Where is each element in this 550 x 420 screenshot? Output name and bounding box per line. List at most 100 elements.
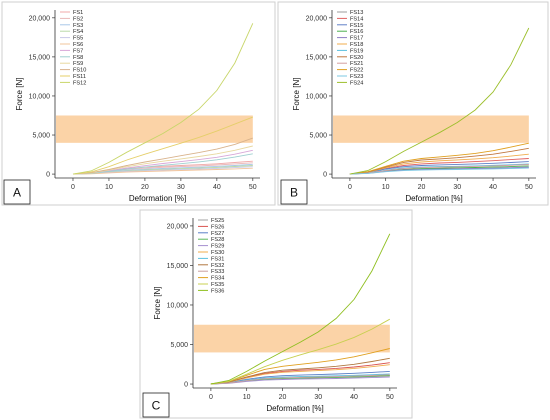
- x-tick-label: 50: [525, 184, 533, 191]
- x-tick-label: 30: [177, 184, 185, 191]
- legend-label-fs17: FS17: [350, 36, 363, 42]
- series-line-fs27: [210, 370, 390, 385]
- series-line-fs22: [349, 142, 529, 175]
- legend-label-fs28: FS28: [211, 237, 224, 243]
- legend-label-fs9: FS9: [73, 61, 83, 67]
- legend-label-fs30: FS30: [211, 250, 224, 256]
- series-line-fs33: [210, 374, 390, 385]
- legend-label-fs11: FS11: [73, 74, 86, 80]
- legend-label-fs12: FS12: [73, 80, 86, 86]
- x-tick-label: 50: [386, 394, 394, 401]
- series-line-fs34: [210, 348, 390, 385]
- x-axis-title: Deformation [%]: [405, 194, 462, 203]
- x-tick-label: 0: [71, 184, 75, 191]
- y-axis-title: Force [N]: [292, 78, 301, 111]
- series-line-fs21: [349, 164, 529, 175]
- legend-label-fs35: FS35: [211, 282, 224, 288]
- x-tick-label: 10: [382, 184, 390, 191]
- legend-label-fs29: FS29: [211, 244, 224, 250]
- chart-panel-a: 0 10 20 30 40 50 0 5,000 10,000 15,000 20,000 Defor…: [1, 1, 276, 206]
- y-tick-label: 10,000: [167, 302, 189, 309]
- legend-label-fs13: FS13: [350, 10, 363, 16]
- legend-label-fs7: FS7: [73, 48, 83, 54]
- panel-letter-box: [3, 179, 31, 205]
- x-tick-label: 40: [350, 394, 358, 401]
- panel-frame: [277, 1, 549, 206]
- series-line-fs23: [349, 167, 529, 175]
- x-tick-label: 10: [243, 394, 251, 401]
- panel-frame: [1, 1, 276, 206]
- panel-letter: B: [290, 186, 298, 200]
- legend-label-fs19: FS19: [350, 48, 363, 54]
- legend-label-fs26: FS26: [211, 224, 224, 230]
- legend-label-fs6: FS6: [73, 42, 83, 48]
- y-tick-label: 5,000: [309, 133, 327, 140]
- legend-label-fs22: FS22: [350, 68, 363, 74]
- x-tick-label: 20: [141, 184, 149, 191]
- legend-label-fs33: FS33: [211, 269, 224, 275]
- chart-panel-c: 0 10 20 30 40 50 0 5,000 10,000 15,000 20,000 Defor…: [139, 209, 413, 419]
- legend-label-fs14: FS14: [350, 16, 363, 22]
- series-line-fs15: [349, 161, 529, 175]
- y-tick-label: 5,000: [170, 342, 188, 349]
- panel-letter-box: [142, 392, 170, 418]
- legend-label-fs31: FS31: [211, 256, 224, 262]
- x-tick-label: 20: [279, 394, 287, 401]
- x-tick-label: 20: [418, 184, 426, 191]
- panel-frame: [139, 209, 413, 419]
- legend-label-fs27: FS27: [211, 231, 224, 237]
- y-tick-label: 15,000: [29, 54, 51, 61]
- x-tick-label: 0: [209, 394, 213, 401]
- legend-label-fs3: FS3: [73, 23, 83, 29]
- legend-label-fs16: FS16: [350, 29, 363, 35]
- legend-label-fs34: FS34: [211, 276, 224, 282]
- y-tick-label: 5,000: [32, 133, 50, 140]
- series-line-fs7: [72, 149, 253, 175]
- legend-label-fs15: FS15: [350, 23, 363, 29]
- series-line-fs8: [72, 153, 253, 175]
- series-line-fs9: [72, 145, 253, 175]
- x-tick-label: 50: [249, 184, 257, 191]
- legend-label-fs4: FS4: [73, 29, 83, 35]
- x-tick-label: 40: [489, 184, 497, 191]
- panel-letter: A: [13, 186, 21, 200]
- y-tick-label: 0: [323, 172, 327, 179]
- y-tick-label: 15,000: [167, 263, 189, 270]
- shaded-band: [56, 115, 253, 143]
- legend-label-fs8: FS8: [73, 55, 83, 61]
- series-line-fs32: [210, 357, 390, 385]
- y-tick-label: 10,000: [29, 93, 51, 100]
- series-line-fs11: [72, 116, 253, 175]
- legend-label-fs32: FS32: [211, 263, 224, 269]
- legend-label-fs5: FS5: [73, 36, 83, 42]
- legend-label-fs10: FS10: [73, 68, 86, 74]
- x-tick-label: 10: [105, 184, 113, 191]
- series-line-fs12: [72, 23, 254, 175]
- legend-label-fs23: FS23: [350, 74, 363, 80]
- legend-label-fs25: FS25: [211, 218, 224, 224]
- shaded-band: [194, 324, 390, 353]
- x-tick-label: 30: [453, 184, 461, 191]
- x-tick-label: 0: [348, 184, 352, 191]
- chart-panel-b: 0 10 20 30 40 50 0 5,000 10,000 15,000 20,000 Defor…: [277, 1, 549, 206]
- series-line-fs29: [210, 376, 390, 385]
- legend-label-fs21: FS21: [350, 61, 363, 67]
- shaded-band: [333, 115, 529, 143]
- series-line-fs20: [349, 147, 529, 175]
- y-axis-title: Force [N]: [153, 287, 162, 320]
- x-tick-label: 40: [213, 184, 221, 191]
- legend-label-fs18: FS18: [350, 42, 363, 48]
- y-tick-label: 20,000: [167, 223, 189, 230]
- y-axis-title: Force [N]: [15, 78, 24, 111]
- panel-letter: C: [152, 399, 161, 413]
- series-line-fs30: [210, 364, 390, 385]
- y-tick-label: 15,000: [306, 54, 328, 61]
- series-line-fs18: [349, 153, 529, 175]
- y-tick-label: 10,000: [306, 93, 328, 100]
- legend-label-fs36: FS36: [211, 288, 224, 294]
- x-tick-label: 30: [314, 394, 322, 401]
- legend-label-fs1: FS1: [73, 10, 83, 16]
- series-line-fs10: [72, 137, 253, 175]
- x-axis-title: Deformation [%]: [266, 404, 323, 413]
- x-axis-title: Deformation [%]: [129, 194, 186, 203]
